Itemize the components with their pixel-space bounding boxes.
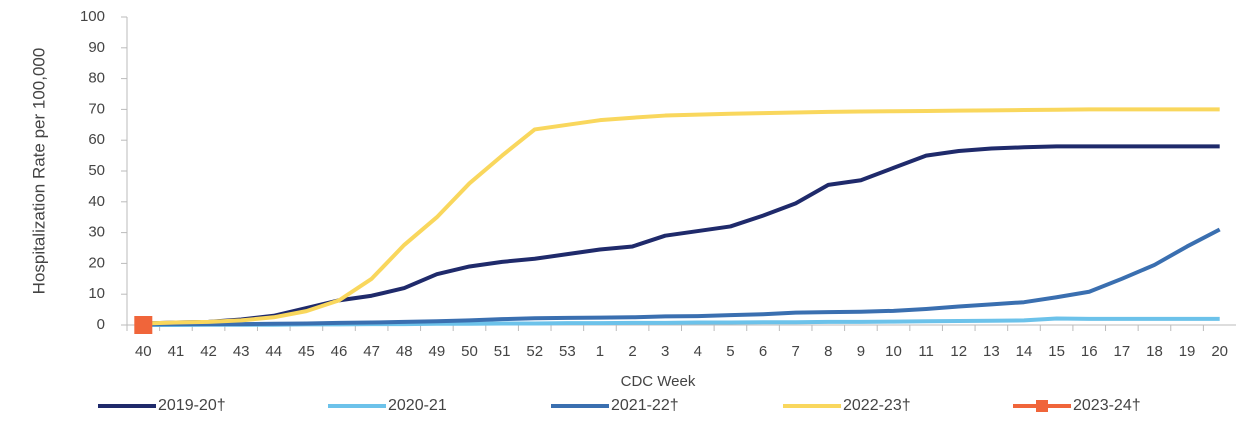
- x-tick-label: 50: [461, 343, 478, 360]
- x-tick-label: 2: [628, 343, 636, 360]
- x-tick-label: 53: [559, 343, 576, 360]
- series-marker: [134, 316, 153, 334]
- x-tick-label: 49: [429, 343, 446, 360]
- x-tick-label: 14: [1016, 343, 1033, 360]
- x-tick-label: 4: [694, 343, 702, 360]
- x-tick-label: 47: [363, 343, 380, 360]
- y-tick-label: 90: [88, 39, 105, 56]
- series-line: [143, 227, 1221, 327]
- x-tick-label: 40: [135, 343, 152, 360]
- x-tick-label: 10: [885, 343, 902, 360]
- x-tick-label: 42: [200, 343, 217, 360]
- x-tick-label: 9: [857, 343, 865, 360]
- x-axis-title: CDC Week: [621, 373, 696, 390]
- y-tick-label: 10: [88, 285, 105, 302]
- x-tick-label: 48: [396, 343, 413, 360]
- y-tick-label: 100: [80, 8, 105, 25]
- x-tick-label: 11: [918, 343, 934, 360]
- x-tick-label: 52: [526, 343, 543, 360]
- x-tick-label: 8: [824, 343, 832, 360]
- x-tick-label: 12: [950, 343, 967, 360]
- y-tick-label: 80: [88, 70, 105, 87]
- x-tick-label: 7: [791, 343, 799, 360]
- legend-label: 2021-22†: [611, 397, 679, 414]
- legend-label: 2019-20†: [158, 397, 226, 414]
- x-tick-label: 20: [1211, 343, 1228, 360]
- series-line: [143, 107, 1220, 326]
- x-tick-label: 18: [1146, 343, 1163, 360]
- x-tick-label: 5: [726, 343, 734, 360]
- x-tick-label: 17: [1113, 343, 1130, 360]
- x-tick-label: 19: [1179, 343, 1196, 360]
- x-tick-label: 46: [331, 343, 348, 360]
- y-tick-label: 50: [88, 162, 105, 179]
- y-axis-title: Hospitalization Rate per 100,000: [29, 48, 48, 295]
- x-tick-label: 15: [1048, 343, 1065, 360]
- x-tick-label: 41: [168, 343, 185, 360]
- x-tick-label: 44: [265, 343, 282, 360]
- y-tick-label: 60: [88, 131, 105, 148]
- y-tick-label: 20: [88, 254, 105, 271]
- y-tick-label: 40: [88, 193, 105, 210]
- y-tick-label: 0: [97, 316, 105, 333]
- x-tick-label: 43: [233, 343, 250, 360]
- y-tick-label: 70: [88, 100, 105, 117]
- x-tick-label: 51: [494, 343, 511, 360]
- x-tick-label: 1: [596, 343, 604, 360]
- legend-marker: [1036, 400, 1048, 412]
- y-tick-label: 30: [88, 224, 105, 241]
- legend-label: 2022-23†: [843, 397, 911, 414]
- x-tick-label: 16: [1081, 343, 1098, 360]
- legend-label: 2023-24†: [1073, 397, 1141, 414]
- x-tick-label: 13: [983, 343, 1000, 360]
- x-tick-label: 6: [759, 343, 767, 360]
- legend-label: 2020-21: [388, 397, 447, 414]
- x-tick-label: 45: [298, 343, 315, 360]
- x-tick-label: 3: [661, 343, 669, 360]
